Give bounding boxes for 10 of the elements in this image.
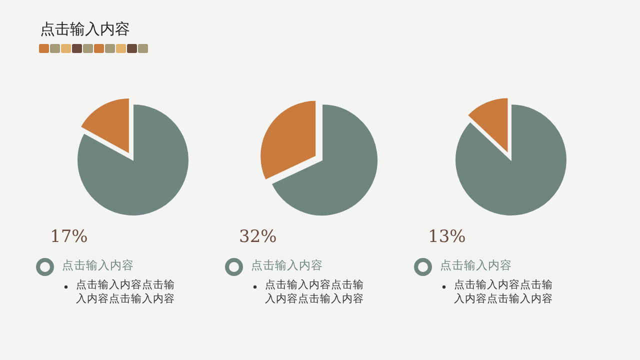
text: 32% bbox=[239, 227, 277, 247]
text: 点击输入内容 bbox=[62, 258, 134, 273]
text: 点击输入内容 bbox=[251, 258, 323, 273]
text: 17% bbox=[50, 227, 88, 247]
chart-title: 点击输入内容 bbox=[40, 20, 130, 39]
text: 点击输入内容点击输入内容点击输入内容 bbox=[76, 278, 176, 306]
text: 13% bbox=[428, 227, 466, 247]
text: 点击输入内容点击输入内容点击输入内容 bbox=[265, 278, 365, 306]
text: 点击输入内容 bbox=[440, 258, 512, 273]
text: 点击输入内容点击输入内容点击输入内容 bbox=[454, 278, 554, 306]
